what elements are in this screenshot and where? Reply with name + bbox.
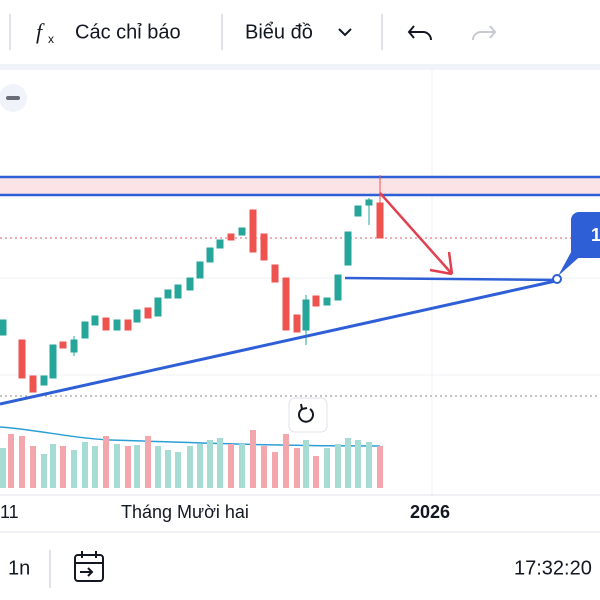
clock: 17:32:20 bbox=[514, 557, 592, 579]
x-label: 11 bbox=[0, 502, 19, 522]
redo-button bbox=[472, 25, 497, 41]
toolbar bbox=[0, 0, 600, 64]
fx-icon[interactable]: f bbox=[36, 19, 45, 44]
candles bbox=[0, 175, 384, 393]
separator bbox=[0, 64, 600, 70]
reset-button[interactable] bbox=[288, 397, 328, 433]
anchor[interactable] bbox=[552, 274, 562, 284]
arrow bbox=[379, 192, 454, 276]
date-range-button[interactable] bbox=[74, 551, 104, 582]
x-label: 2026 bbox=[410, 502, 450, 522]
indicators-button[interactable]: Các chỉ báo bbox=[75, 21, 181, 43]
fx-icon-sub: x bbox=[48, 32, 54, 46]
x-label: Tháng Mười hai bbox=[121, 502, 249, 522]
trend-line bbox=[0, 278, 561, 406]
collapse-icon bbox=[6, 96, 20, 100]
interval-button[interactable]: 1n bbox=[8, 557, 30, 579]
chart-area: 1 bbox=[0, 70, 600, 495]
callout[interactable] bbox=[571, 212, 600, 258]
dropdown-arrow[interactable] bbox=[338, 28, 352, 37]
volume bbox=[0, 426, 383, 488]
resistance-zone bbox=[0, 177, 600, 195]
reset-icon bbox=[298, 403, 314, 423]
target-line bbox=[344, 276, 561, 282]
chart-type-button[interactable]: Biểu đồ bbox=[245, 21, 313, 43]
callout-text: 1 bbox=[591, 225, 600, 245]
undo-button[interactable] bbox=[407, 25, 432, 41]
